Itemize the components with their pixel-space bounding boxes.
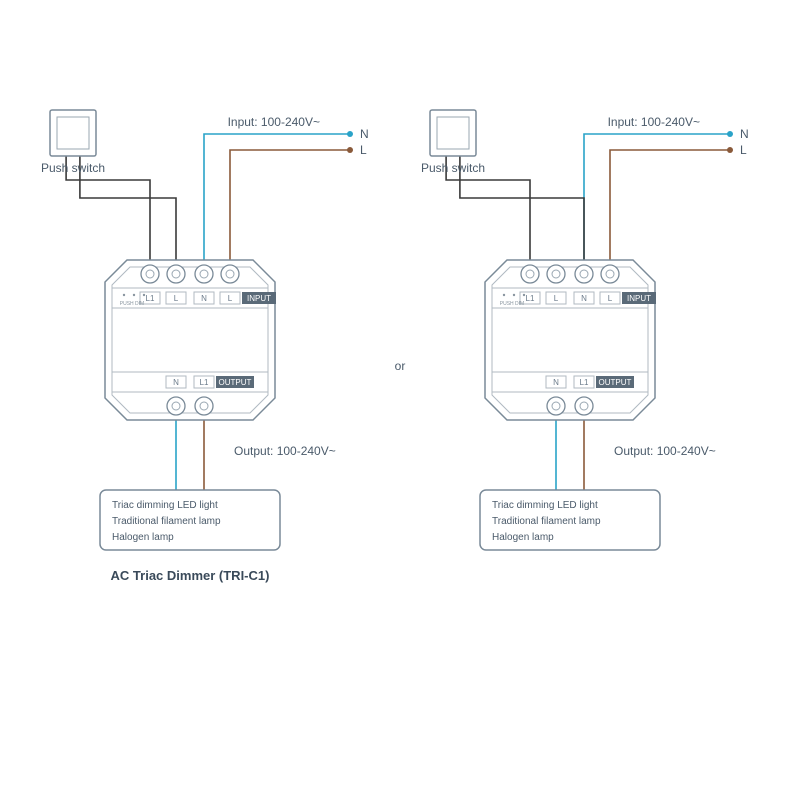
- load-line-3: Halogen lamp: [112, 532, 174, 543]
- wire-input-live: [610, 150, 730, 268]
- output-tag: OUTPUT: [219, 378, 252, 387]
- output-voltage-label: Output: 100-240V~: [614, 444, 716, 458]
- output-terminal-label-1: L1: [580, 378, 589, 387]
- dimmer-body: [105, 260, 275, 420]
- or-label: or: [395, 359, 406, 373]
- input-terminal-0: [141, 265, 159, 283]
- input-tag: INPUT: [627, 294, 651, 303]
- input-n-label: N: [360, 127, 369, 141]
- input-terminal-3: [601, 265, 619, 283]
- input-terminal-label-2: N: [201, 294, 207, 303]
- input-l-label: L: [740, 143, 747, 157]
- input-terminal-2: [195, 265, 213, 283]
- output-tag: OUTPUT: [599, 378, 632, 387]
- input-terminal-0: [521, 265, 539, 283]
- input-voltage-label: Input: 100-240V~: [228, 115, 320, 129]
- input-terminal-label-3: L: [228, 294, 233, 303]
- input-tag: INPUT: [247, 294, 271, 303]
- output-terminal-label-1: L1: [200, 378, 209, 387]
- input-terminal-label-1: L: [554, 294, 559, 303]
- input-terminal-label-2: N: [581, 294, 587, 303]
- input-terminal-1: [547, 265, 565, 283]
- push-dim-marking: PUSH DIM: [500, 301, 524, 307]
- wire-input-live: [230, 150, 350, 268]
- input-terminal-label-3: L: [608, 294, 613, 303]
- load-line-1: Triac dimming LED light: [112, 500, 218, 511]
- input-l-label: L: [360, 143, 367, 157]
- push-dim-marking: PUSH DIM: [120, 301, 144, 307]
- output-voltage-label: Output: 100-240V~: [234, 444, 336, 458]
- input-n-label: N: [740, 127, 749, 141]
- output-terminal-label-0: N: [173, 378, 179, 387]
- output-terminal-label-0: N: [553, 378, 559, 387]
- output-terminal-0: [167, 397, 185, 415]
- push-switch-label: Push switch: [421, 161, 485, 175]
- output-terminal-1: [195, 397, 213, 415]
- load-line-2: Traditional filament lamp: [492, 516, 601, 527]
- input-voltage-label: Input: 100-240V~: [608, 115, 700, 129]
- input-terminal-label-0: L1: [526, 294, 535, 303]
- output-terminal-0: [547, 397, 565, 415]
- load-line-3: Halogen lamp: [492, 532, 554, 543]
- input-terminal-3: [221, 265, 239, 283]
- wire-input-neutral: [584, 134, 730, 268]
- input-terminal-1: [167, 265, 185, 283]
- push-switch-label: Push switch: [41, 161, 105, 175]
- input-terminal-label-0: L1: [146, 294, 155, 303]
- load-line-1: Triac dimming LED light: [492, 500, 598, 511]
- wire-input-neutral: [204, 134, 350, 268]
- load-line-2: Traditional filament lamp: [112, 516, 221, 527]
- diagram-title: AC Triac Dimmer (TRI-C1): [111, 568, 270, 583]
- output-terminal-1: [575, 397, 593, 415]
- input-terminal-2: [575, 265, 593, 283]
- dimmer-body: [485, 260, 655, 420]
- input-terminal-label-1: L: [174, 294, 179, 303]
